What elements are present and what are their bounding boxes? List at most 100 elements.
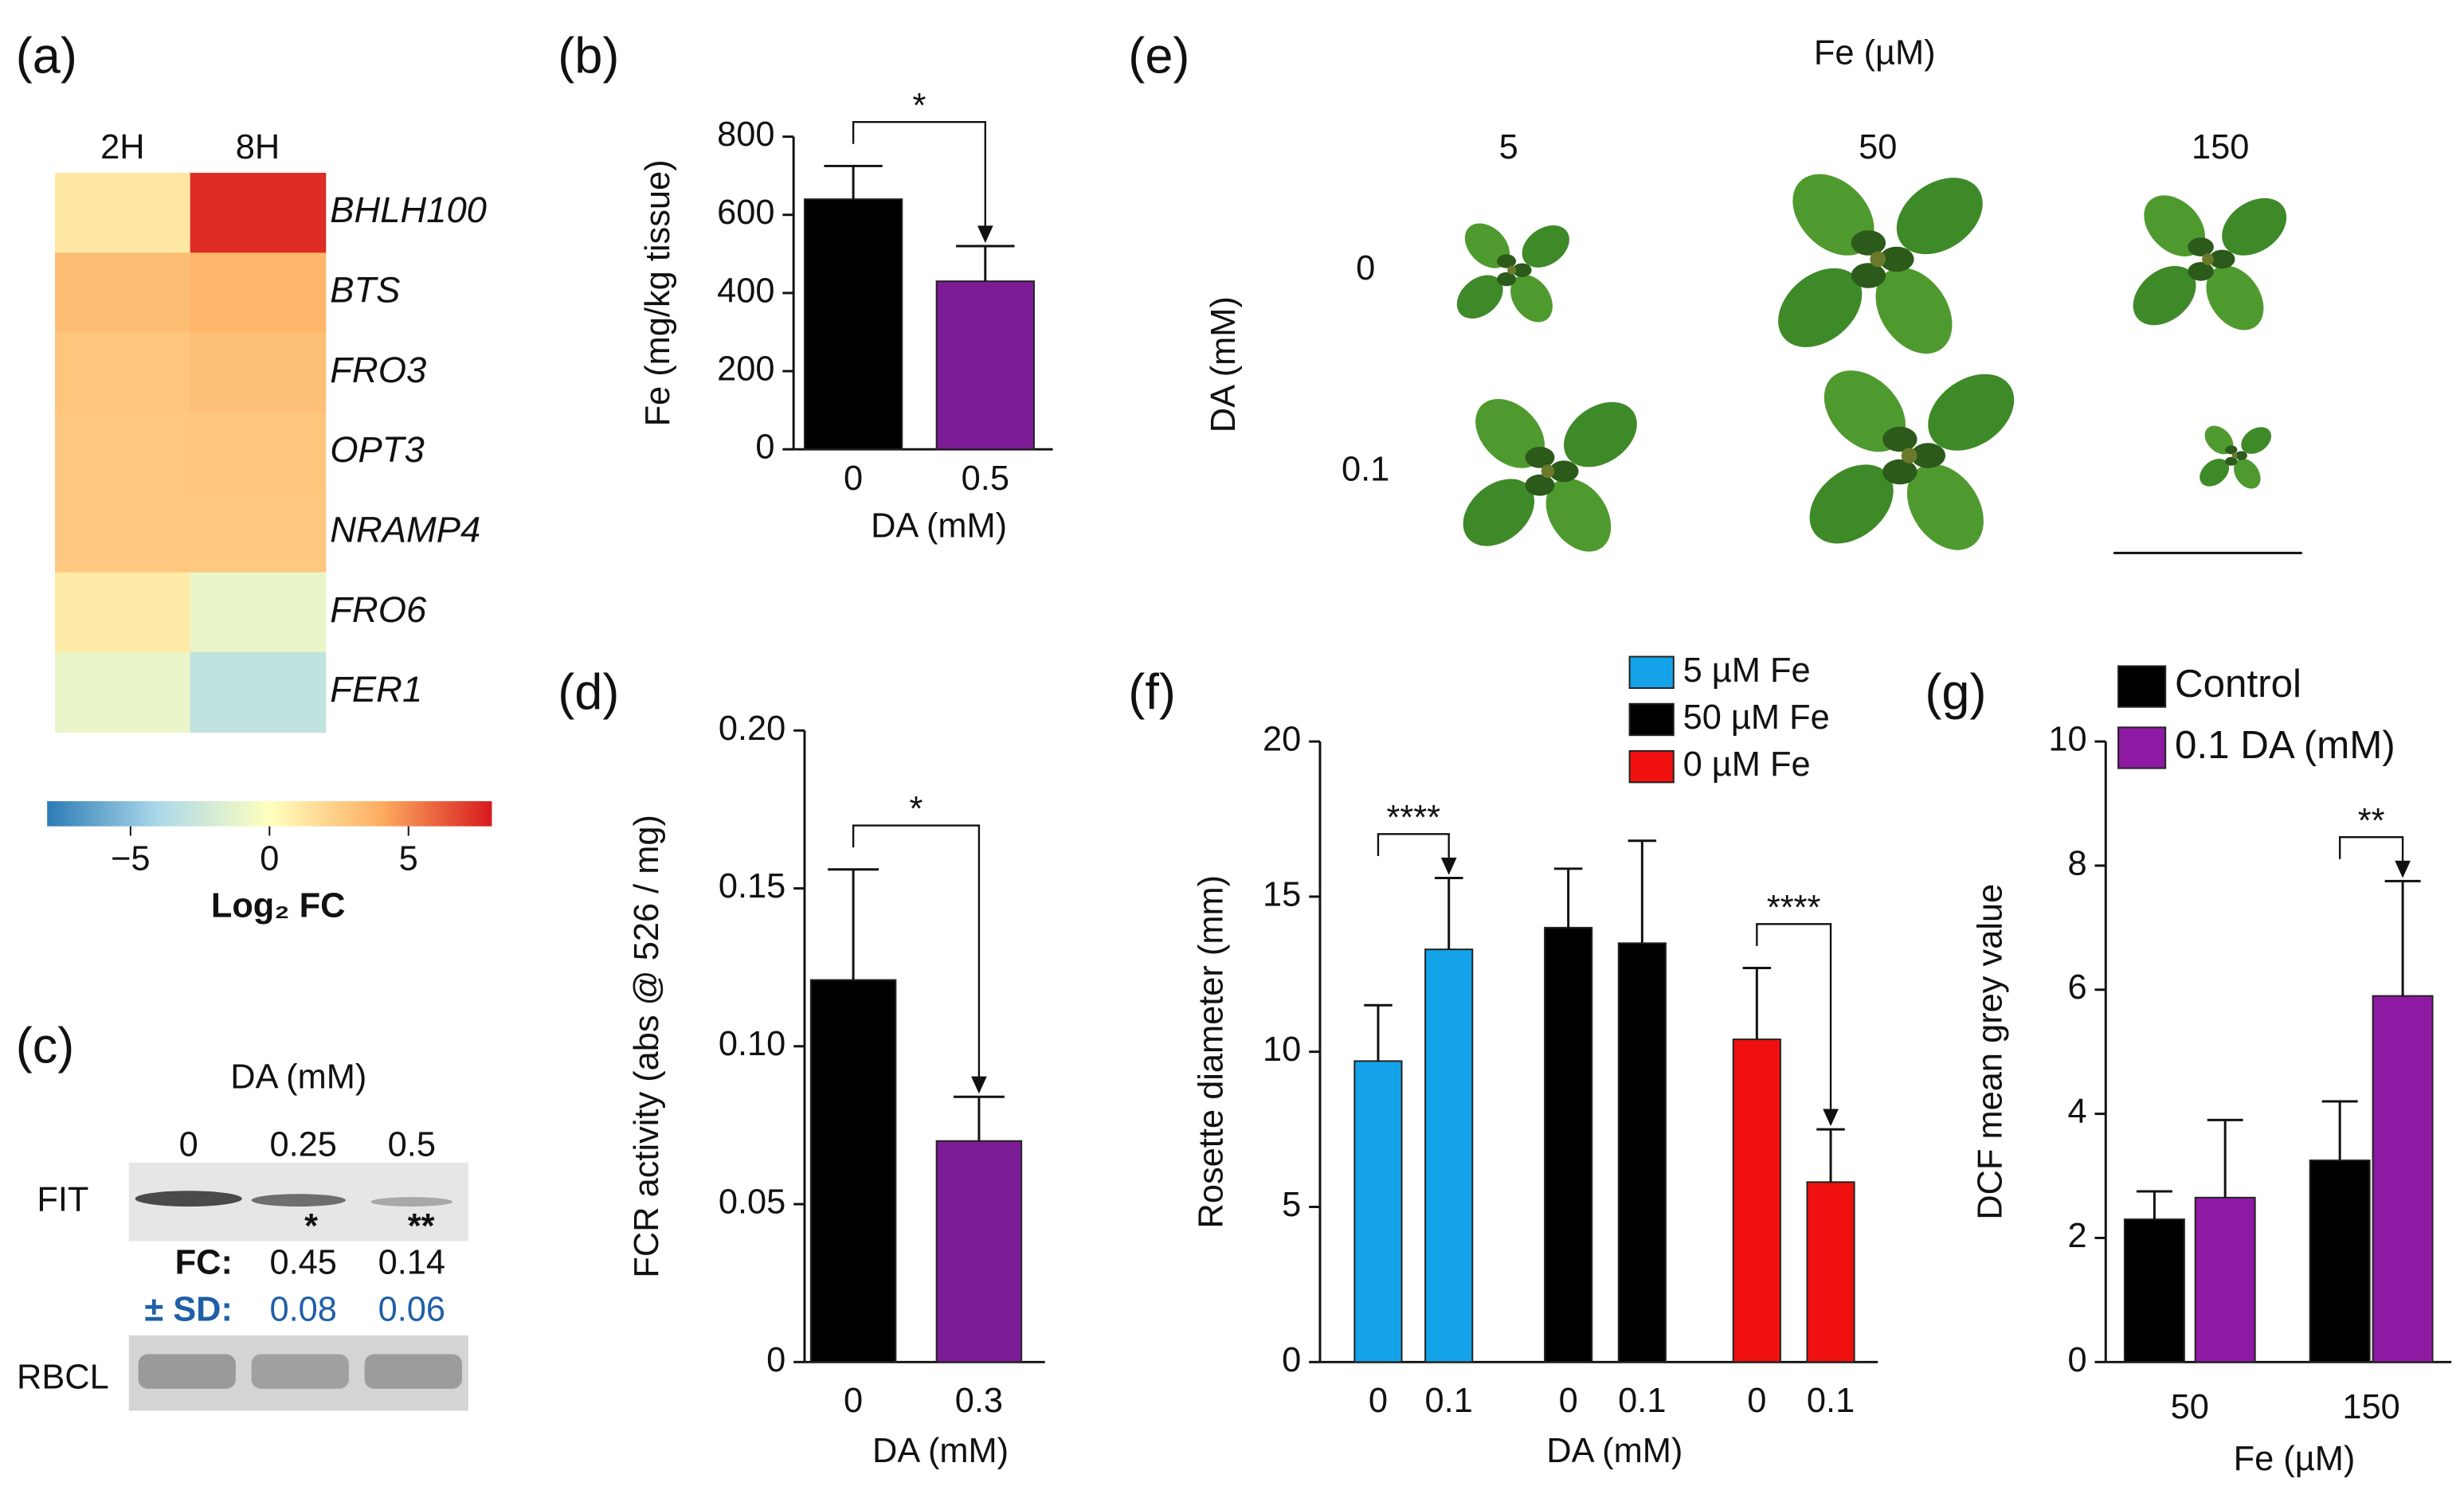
y-tick-label: 8 [2067,844,2086,882]
significance: ** [2358,802,2385,840]
row-label: FRO6 [330,589,427,630]
heatmap-cell [55,172,191,254]
y-tick-label: 2 [2067,1217,2086,1255]
plant-leaf [2222,198,2287,256]
panel-label: (d) [558,665,619,721]
legend-label: 5 µM Fe [1683,651,1811,690]
y-tick-label: 0 [766,1341,785,1379]
plant-leaf [2206,265,2264,330]
panel-label: (f) [1128,665,1176,721]
colorbar [47,801,492,827]
significance-arrow [2395,860,2411,878]
plant-leaf [1851,230,1886,256]
bar [803,198,903,451]
x-axis-label: Fe (µM) [2234,1440,2356,1478]
plant-leaf [1564,401,1637,467]
significance: * [913,87,926,125]
y-tick-label: 0.05 [719,1183,785,1222]
band-label: FIT [37,1181,88,1219]
heatmap-cell [55,572,191,653]
panel-label: (e) [1128,29,1189,84]
x-tick-label: 0.5 [962,460,1009,498]
x-tick-label: 0.1 [1425,1382,1473,1420]
bar [1732,1038,1781,1363]
y-tick-label: 4 [2067,1093,2086,1131]
legend-label: 0 µM Fe [1683,745,1811,784]
row-label: 0.1 [1342,450,1389,488]
y-tick-label: 200 [717,350,774,389]
plant-leaf [1522,225,1569,268]
sd-value: 0.06 [378,1291,445,1329]
y-tick-label: 0.20 [719,710,785,748]
y-tick-label: 10 [1263,1031,1301,1069]
panel-label: (a) [16,29,77,84]
column-label: 2H [100,128,144,166]
plant-leaf [2208,249,2235,269]
significance-bracket [1756,923,1832,1113]
y-tick-label: 15 [1263,875,1301,913]
heatmap-cell [55,492,191,573]
significance-bracket [1377,833,1450,861]
plant-leaf [1778,268,1863,347]
x-tick-label: 0.1 [1618,1382,1666,1420]
photo-title: Fe (µM) [1814,34,1936,72]
significance-bracket [852,121,986,229]
legend-swatch [2117,665,2167,708]
plant-leaf [1525,474,1555,496]
heatmap-cell [190,492,327,573]
plant-leaf [1792,174,1874,256]
plant-leaf [1910,443,1946,468]
blot-band [135,1191,242,1207]
plant-leaf [1882,459,1918,485]
bar [1424,948,1474,1363]
plant-leaf [1464,223,1510,268]
y-tick-label: 0.10 [719,1025,785,1063]
y-axis-label: Rosette diameter (mm) [1192,875,1230,1229]
significance-arrow [977,225,993,244]
plant-leaf [2200,459,2230,487]
x-axis-label: DA (mM) [1546,1432,1682,1470]
x-tick-label: 150 [2342,1388,2399,1426]
significance-bracket [852,824,981,1080]
plant-leaf [1896,178,1983,255]
bar [2123,1218,2185,1363]
row-label: BHLH100 [330,190,487,230]
heatmap-cell [55,412,191,494]
significance: * [910,790,923,828]
heatmap-cell [190,332,327,413]
blot-band [251,1354,349,1389]
y-tick-label: 600 [717,194,774,232]
x-tick-label: 0 [844,1382,863,1420]
bar [2309,1160,2371,1363]
row-label: NRAMP4 [330,509,480,549]
y-tick-label: 0 [755,428,774,467]
heatmap-cell [190,252,327,334]
plant-leaf [2234,458,2261,489]
y-tick-label: 20 [1263,721,1301,759]
colorbar-tick-label: 0 [260,839,279,878]
heatmap-cell [190,572,327,653]
plant-leaf [2133,265,2196,326]
column-label: 8H [236,128,280,166]
lane-label: 0.5 [388,1126,436,1164]
plant-center [2231,452,2238,459]
heatmap-cell [55,651,191,733]
legend-swatch [1628,702,1675,737]
plant-leaf [2225,445,2238,455]
fc-label: FC: [175,1243,233,1281]
blot-band [138,1354,236,1389]
heatmap-cell [190,412,327,494]
blot-title: DA (mM) [230,1058,366,1097]
column-label: 5 [1499,128,1518,166]
plant-leaf [1497,272,1517,287]
band-label: RBCL [17,1358,109,1396]
plant-leaf [2188,262,2214,281]
x-axis-label: DA (mM) [871,506,1007,545]
heatmap-cell [55,332,191,413]
colorbar-tick-label: −5 [111,839,150,878]
row-title: DA (mM) [1205,296,1243,432]
row-label: OPT3 [330,429,424,470]
legend-swatch [1628,749,1675,784]
x-tick-label: 0.1 [1807,1382,1855,1420]
significance: ** [408,1207,435,1246]
